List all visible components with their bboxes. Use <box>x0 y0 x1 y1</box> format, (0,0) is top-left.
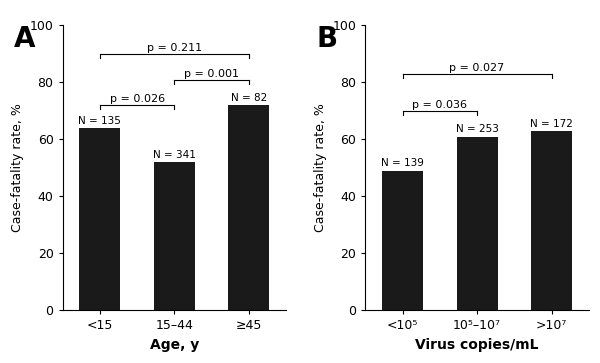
Text: p = 0.001: p = 0.001 <box>184 69 239 79</box>
Text: N = 135: N = 135 <box>79 116 121 126</box>
Text: N = 253: N = 253 <box>455 124 499 134</box>
Text: p = 0.026: p = 0.026 <box>110 94 164 104</box>
Bar <box>154 162 195 310</box>
Bar <box>229 105 269 310</box>
Y-axis label: Case-fatality rate, %: Case-fatality rate, % <box>11 103 24 232</box>
X-axis label: Age, y: Age, y <box>150 338 199 352</box>
Text: p = 0.027: p = 0.027 <box>449 63 505 73</box>
Text: N = 172: N = 172 <box>530 119 573 129</box>
Text: B: B <box>316 25 337 53</box>
Text: p = 0.036: p = 0.036 <box>412 100 467 110</box>
Y-axis label: Case-fatality rate, %: Case-fatality rate, % <box>314 103 327 232</box>
Bar <box>457 136 497 310</box>
Text: A: A <box>13 25 35 53</box>
Bar <box>79 128 121 310</box>
Text: N = 341: N = 341 <box>153 150 196 160</box>
Bar <box>531 131 572 310</box>
Text: N = 139: N = 139 <box>381 158 424 168</box>
Text: p = 0.211: p = 0.211 <box>147 43 202 53</box>
Text: N = 82: N = 82 <box>231 93 267 103</box>
Bar <box>382 171 423 310</box>
X-axis label: Virus copies/mL: Virus copies/mL <box>415 338 539 352</box>
